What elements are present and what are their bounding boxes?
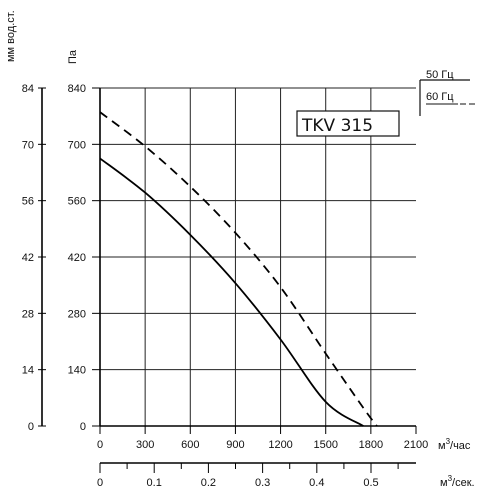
x-tick-label-primary: 0 <box>97 439 103 451</box>
model-box: TKV 315 <box>296 110 400 137</box>
y-tick-label-pa: 560 <box>68 196 86 208</box>
y-tick-label-mm: 56 <box>22 196 34 208</box>
x-tick-label-secondary: 0.2 <box>201 477 216 489</box>
left-inner-axis-title: Па <box>67 49 79 64</box>
y-tick-label-mm: 70 <box>22 139 34 151</box>
y-tick-label-mm: 28 <box>22 308 34 320</box>
x-tick-label-primary: 1800 <box>359 439 383 451</box>
x-tick-label-secondary: 0.4 <box>309 477 324 489</box>
x-tick-label-secondary: 0.3 <box>255 477 270 489</box>
curve-60hz <box>99 111 378 427</box>
secondary-x-unit-sup: 3 <box>448 474 453 483</box>
y-tick-label-mm: 14 <box>22 365 34 377</box>
x-tick-label-primary: 600 <box>181 439 199 451</box>
primary-x-unit-sup: 3 <box>446 437 451 446</box>
left-outer-axis-title: мм вод.ст. <box>5 10 17 62</box>
primary-x-unit: м3/час <box>438 437 471 452</box>
secondary-x-unit-base: м <box>440 477 448 489</box>
y-tick-label-mm: 42 <box>22 252 34 264</box>
y-tick-label-pa: 140 <box>68 365 86 377</box>
axis-titles: мм вод.ст. Па м3/час м3/сек. <box>5 10 475 489</box>
x-tick-label-secondary: 0 <box>97 477 103 489</box>
secondary-x-unit-rest: /сек. <box>452 477 475 489</box>
legend-50hz-label: 50 Гц <box>426 69 454 81</box>
y-tick-label-pa: 700 <box>68 139 86 151</box>
grid <box>99 87 416 427</box>
x-tick-label-primary: 300 <box>136 439 154 451</box>
chart-title: TKV 315 <box>301 116 373 136</box>
x-tick-label-secondary: 0.5 <box>363 477 378 489</box>
x-tick-label-primary: 900 <box>226 439 244 451</box>
y-tick-label-mm: 84 <box>22 83 34 95</box>
legend: 50 Гц 60 Гц <box>419 69 475 116</box>
y-tick-label-pa: 280 <box>68 308 86 320</box>
x-tick-label-secondary: 0.1 <box>147 477 162 489</box>
y-tick-label-pa: 0 <box>80 421 86 433</box>
x-tick-label-primary: 1500 <box>313 439 337 451</box>
y-tick-label-pa: 420 <box>68 252 86 264</box>
x-tick-label-primary: 1200 <box>268 439 292 451</box>
curve-50hz <box>99 157 364 427</box>
x-tick-label-primary: 2100 <box>404 439 428 451</box>
legend-60hz-label: 60 Гц <box>426 91 454 103</box>
curves <box>99 111 378 427</box>
primary-x-unit-base: м <box>438 440 446 452</box>
y-tick-label-mm: 0 <box>28 421 34 433</box>
y-tick-label-pa: 840 <box>68 83 86 95</box>
primary-x-unit-rest: /час <box>450 440 471 452</box>
secondary-x-unit: м3/сек. <box>440 474 475 489</box>
